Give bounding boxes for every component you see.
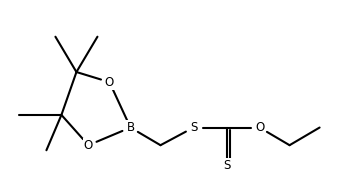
- Text: S: S: [190, 121, 197, 134]
- Text: O: O: [105, 76, 114, 89]
- Text: O: O: [84, 139, 93, 152]
- Text: O: O: [255, 121, 264, 134]
- Text: B: B: [126, 121, 135, 134]
- Text: S: S: [223, 159, 230, 172]
